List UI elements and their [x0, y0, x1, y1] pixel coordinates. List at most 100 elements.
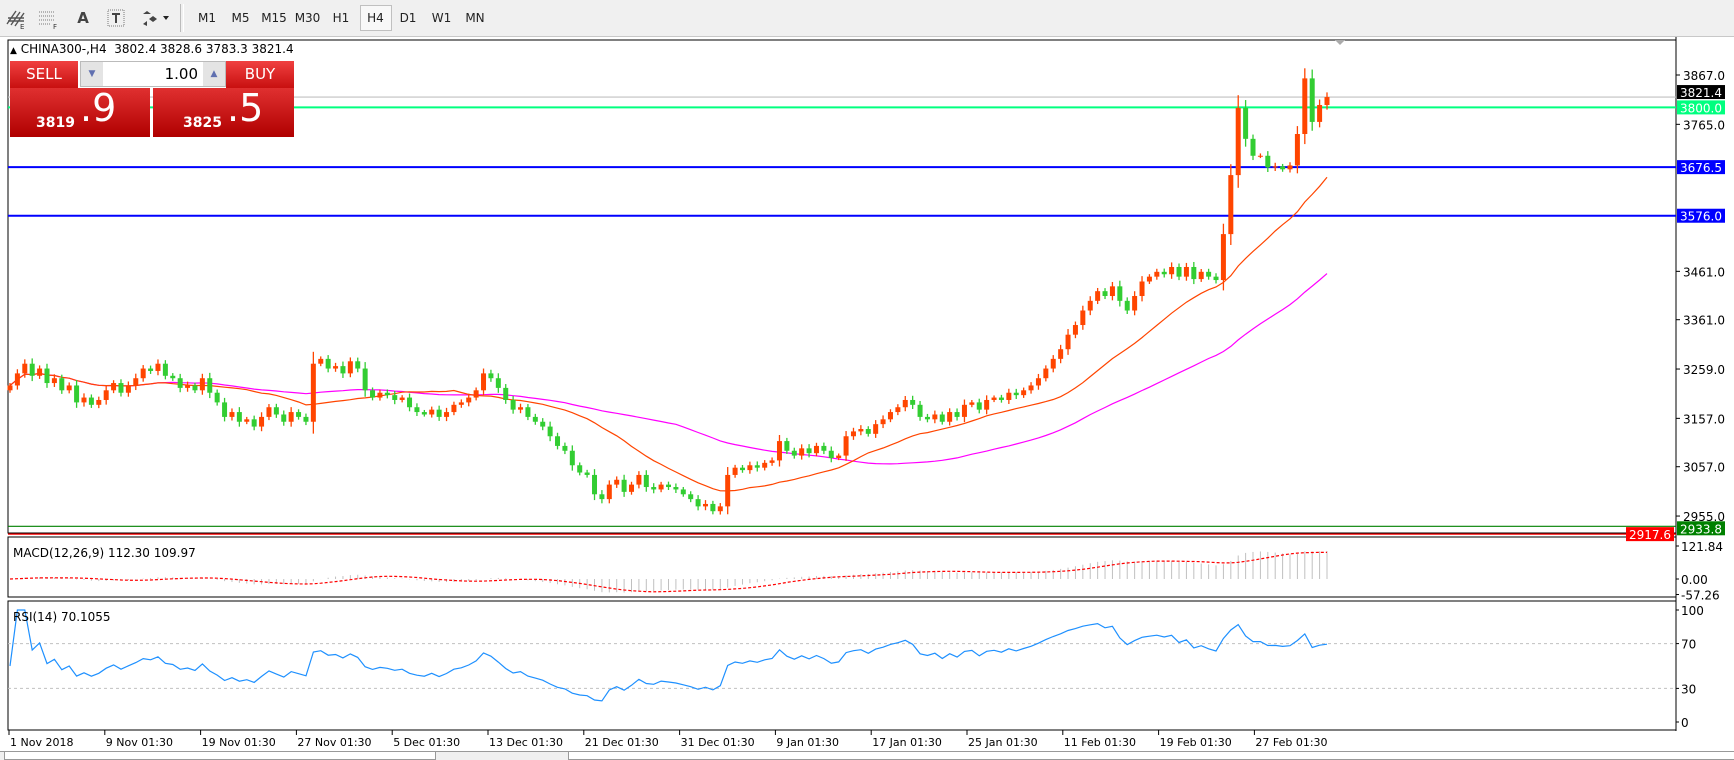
- candle-body: [954, 412, 960, 417]
- candle: [1124, 297, 1130, 314]
- candle: [1243, 100, 1249, 147]
- time-tick-label: 27 Nov 01:30: [297, 736, 371, 749]
- candle-body: [1117, 286, 1123, 301]
- candle-body: [784, 441, 790, 451]
- time-tick-label: 25 Jan 01:30: [968, 736, 1038, 749]
- candle: [503, 384, 509, 404]
- price-tick-label: 3765.0: [1683, 118, 1725, 132]
- time-tick-label: 19 Nov 01:30: [202, 736, 276, 749]
- level-price-tag: [1626, 527, 1674, 542]
- candle-body: [1006, 392, 1012, 400]
- lot-decrease-icon[interactable]: ▼: [81, 62, 103, 86]
- candle-body: [1176, 266, 1182, 277]
- svg-text:E: E: [20, 23, 24, 30]
- candle-body: [125, 385, 131, 393]
- candle: [643, 470, 649, 492]
- candle-body: [1317, 104, 1323, 122]
- candle-body: [828, 450, 834, 459]
- candle-body: [1183, 266, 1189, 277]
- macd-panel: [7, 536, 1677, 598]
- candle-body: [436, 409, 442, 417]
- fibonacci-fan-icon[interactable]: E: [4, 6, 28, 31]
- candle: [44, 363, 50, 388]
- macd-tick-label: 121.84: [1681, 540, 1723, 554]
- timeframe-m1[interactable]: M1: [198, 11, 216, 25]
- price-tick-label: 3057.0: [1683, 461, 1725, 475]
- candle: [155, 359, 161, 376]
- sell-button[interactable]: SELL: [10, 61, 78, 89]
- candle-body: [370, 390, 376, 398]
- candle-body: [273, 407, 279, 415]
- candle: [1006, 388, 1012, 404]
- candle-body: [658, 484, 664, 490]
- timeframe-mn[interactable]: MN: [465, 11, 485, 25]
- candle-body: [651, 487, 657, 490]
- candle-body: [754, 465, 760, 468]
- candle-body: [525, 407, 531, 417]
- candle: [658, 481, 664, 493]
- candle: [318, 356, 324, 367]
- candle-body: [1243, 107, 1249, 139]
- candle-body: [991, 397, 997, 400]
- candle: [488, 369, 494, 382]
- collapse-triangle-icon[interactable]: ▲: [10, 46, 17, 56]
- price-chart[interactable]: 3867.0 3765.0 3461.0 3361.0 3259.0 3157.0 3057…: [0, 37, 1734, 751]
- candle-body: [1309, 78, 1315, 122]
- candle-body: [177, 378, 183, 388]
- candle: [614, 476, 620, 488]
- candle-body: [769, 460, 775, 463]
- candle: [621, 474, 627, 497]
- chart-tab[interactable]: [4, 752, 436, 760]
- lot-size-input[interactable]: 1.00: [164, 65, 198, 83]
- timeframe-h4[interactable]: H4: [359, 5, 392, 31]
- timeframe-h1[interactable]: H1: [332, 11, 350, 25]
- candle-body: [939, 414, 945, 422]
- candle: [939, 411, 945, 425]
- candle: [266, 404, 272, 421]
- candle-body: [636, 474, 642, 485]
- sell-price-main: 3819: [36, 115, 75, 131]
- candle-body: [281, 414, 287, 422]
- lot-size-stepper[interactable]: ▼ 1.00 ▲: [80, 61, 226, 87]
- candle-body: [1228, 175, 1234, 235]
- lot-increase-icon[interactable]: ▲: [203, 62, 225, 86]
- candle: [695, 495, 701, 511]
- candle-body: [1013, 392, 1019, 396]
- text-label-icon[interactable]: [104, 6, 128, 30]
- candle-body: [947, 412, 953, 422]
- timeframe-w1[interactable]: W1: [431, 11, 452, 25]
- candle: [103, 385, 109, 405]
- timeframe-m15[interactable]: M15: [261, 11, 287, 25]
- sell-price-button[interactable]: 3819 .9: [10, 86, 150, 137]
- candle-body: [340, 366, 346, 374]
- candle: [1280, 163, 1286, 172]
- candle-body: [185, 385, 191, 388]
- candle-body: [873, 424, 879, 434]
- candle-body: [37, 368, 43, 376]
- toolbar-separator: [180, 4, 184, 32]
- chart-tab[interactable]: [568, 752, 1734, 760]
- arrows-icon[interactable]: [138, 6, 172, 30]
- candle: [66, 382, 72, 394]
- candle: [259, 412, 265, 432]
- candle: [207, 372, 213, 399]
- level-price-label: 2933.8: [1680, 522, 1722, 536]
- timeframe-d1[interactable]: D1: [399, 11, 417, 25]
- buy-button[interactable]: BUY: [226, 61, 294, 89]
- candle: [1132, 291, 1138, 316]
- buy-price-button[interactable]: 3825 .5: [153, 86, 294, 137]
- price-tick-label: 3361.0: [1683, 314, 1725, 328]
- fibonacci-retracement-icon[interactable]: F: [36, 6, 60, 31]
- candle-body: [229, 412, 235, 417]
- candle-body: [562, 445, 568, 451]
- time-tick-label: 5 Dec 01:30: [393, 736, 460, 749]
- candle: [444, 407, 450, 422]
- macd-title: MACD(12,26,9) 112.30 109.97: [13, 546, 196, 560]
- candle: [1235, 95, 1241, 188]
- text-icon[interactable]: A: [77, 9, 89, 27]
- candle: [599, 490, 605, 504]
- candle-body: [1235, 107, 1241, 176]
- timeframe-m5[interactable]: M5: [231, 11, 250, 25]
- candle-body: [1028, 385, 1034, 391]
- timeframe-m30[interactable]: M30: [294, 11, 321, 25]
